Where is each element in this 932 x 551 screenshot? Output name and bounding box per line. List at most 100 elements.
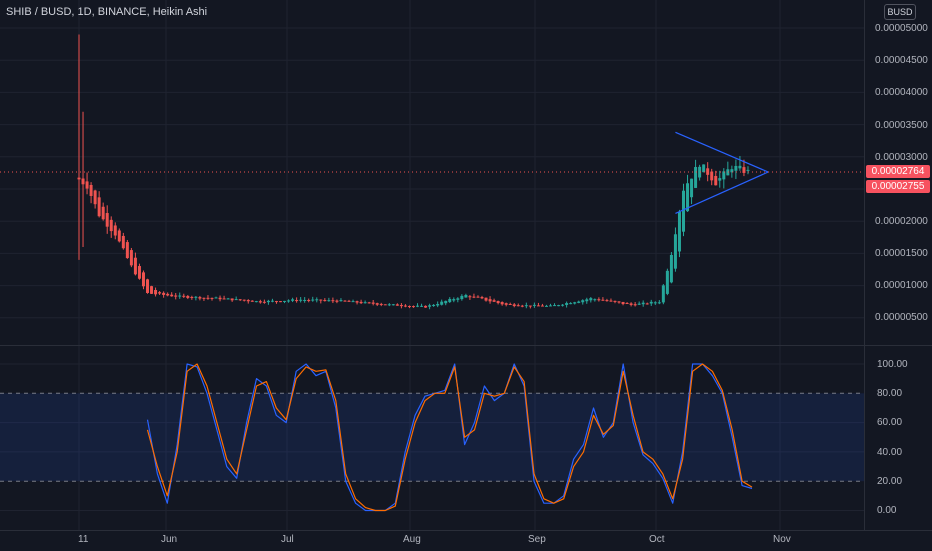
candle-body <box>190 296 194 298</box>
candle-body <box>448 298 452 303</box>
candle-body <box>222 298 226 300</box>
candle-body <box>557 305 561 307</box>
time-tick: Nov <box>773 534 791 545</box>
oscillator-chart[interactable] <box>0 346 864 530</box>
candle-body <box>589 298 593 301</box>
candle-body <box>121 235 125 249</box>
candle-body <box>722 171 726 180</box>
candle-body <box>468 296 472 298</box>
candle-body <box>532 304 536 306</box>
price-pane[interactable] <box>0 0 864 345</box>
time-tick: 11 <box>78 534 89 545</box>
candle-body <box>198 297 202 299</box>
candle-body <box>238 299 242 301</box>
candle-body <box>186 296 190 298</box>
candle-body <box>569 303 573 305</box>
candle-body <box>214 297 218 299</box>
candle-body <box>549 305 553 307</box>
time-tick: Oct <box>649 534 665 545</box>
candle-body <box>323 300 327 302</box>
candle-body <box>403 305 407 307</box>
candle-body <box>279 301 282 303</box>
candle-body <box>714 175 718 186</box>
candle-body <box>609 300 613 302</box>
candle-body <box>593 299 597 301</box>
candle-body <box>170 294 174 297</box>
price-tick: 0.00003500 <box>875 120 928 131</box>
candle-body <box>492 300 496 302</box>
candle-body <box>661 285 665 303</box>
candle-body <box>137 266 141 279</box>
price-tick: 0.00000500 <box>875 312 928 323</box>
candle-body <box>391 304 395 306</box>
candle-body <box>174 295 178 297</box>
candle-body <box>520 305 524 307</box>
price-tick: 0.00003000 <box>875 152 928 163</box>
candle-body <box>291 299 295 301</box>
candle-body <box>307 300 311 302</box>
overbought-oversold-band <box>0 393 864 482</box>
candle-body <box>154 290 158 295</box>
candle-body <box>194 296 198 298</box>
candle-body <box>488 299 492 302</box>
candle-body <box>424 305 428 308</box>
candle-body <box>480 297 484 299</box>
currency-button[interactable]: BUSD <box>884 4 916 20</box>
candle-body <box>738 165 742 169</box>
candle-body <box>162 292 166 295</box>
candle-body <box>218 297 222 300</box>
price-axis[interactable]: 0.00005000 0.00004500 0.00004000 0.00003… <box>864 0 932 530</box>
candle-body <box>645 303 649 305</box>
osc-tick: 20.00 <box>877 476 903 487</box>
candle-body <box>399 305 403 307</box>
candle-body <box>702 164 706 173</box>
candle-body <box>444 300 448 304</box>
candle-body <box>621 301 625 305</box>
candle-body <box>540 305 544 307</box>
candle-body <box>146 279 150 293</box>
candle-body <box>331 300 335 302</box>
osc-tick: 60.00 <box>877 417 903 428</box>
time-tick: Jun <box>161 534 178 545</box>
stoch-k-line <box>146 363 753 512</box>
osc-tick: 40.00 <box>877 447 903 458</box>
candle-body <box>565 303 569 305</box>
candle-body <box>484 297 488 301</box>
candle-body <box>359 301 363 304</box>
candle-body <box>726 169 730 176</box>
candle-body <box>274 301 278 303</box>
candle-body <box>476 296 480 298</box>
candle-body <box>383 304 387 306</box>
symbol-legend[interactable]: SHIB / BUSD, 1D, BINANCE, Heikin Ashi <box>6 6 208 18</box>
price-tick: 0.00001000 <box>875 280 928 291</box>
candle-body <box>109 219 113 232</box>
candle-body <box>669 254 673 283</box>
candle-body <box>617 301 621 303</box>
candle-body <box>573 302 577 304</box>
candle-body <box>262 301 266 303</box>
price-chart[interactable] <box>0 0 864 345</box>
candle-body <box>158 292 162 294</box>
candle-body <box>690 178 694 198</box>
candle-body <box>601 299 605 301</box>
candle-body <box>464 295 468 298</box>
candle-body <box>649 301 653 304</box>
candle-body <box>150 286 154 294</box>
candle-body <box>420 305 424 307</box>
candle-body <box>637 303 641 305</box>
candle-body <box>633 304 637 306</box>
candle-body <box>605 300 609 302</box>
oscillator-pane[interactable] <box>0 346 864 530</box>
candle-body <box>295 300 299 302</box>
candle-body <box>230 298 234 301</box>
pane-separator[interactable] <box>0 345 932 346</box>
candle-body <box>629 303 633 305</box>
candle-body <box>432 304 436 307</box>
candle-body <box>536 305 540 307</box>
time-axis[interactable]: 11 Jun Jul Aug Sep Oct Nov <box>0 530 932 551</box>
candle-body <box>105 213 109 227</box>
candle-body <box>746 169 750 171</box>
candle-body <box>544 305 548 307</box>
candle-body <box>283 300 287 302</box>
candle-body <box>101 206 105 220</box>
